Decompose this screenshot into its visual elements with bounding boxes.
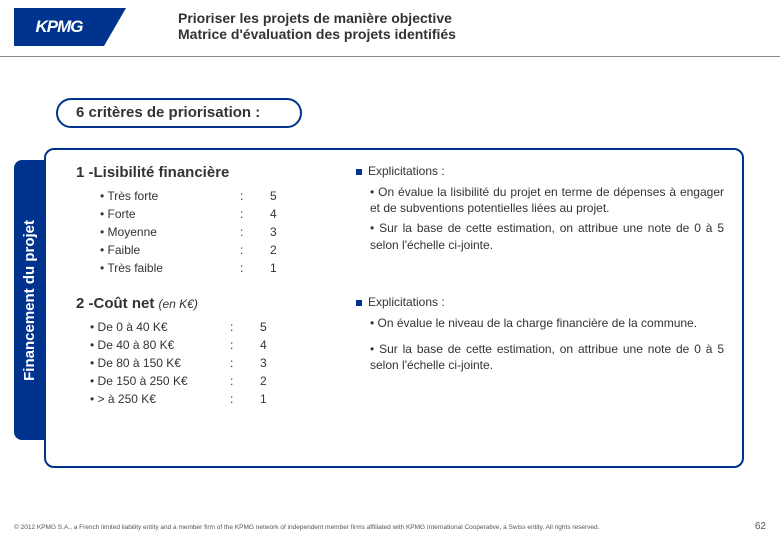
bullet-icon: [356, 169, 362, 175]
copyright: © 2012 KPMG S.A., a French limited liabi…: [14, 524, 599, 532]
scale-table-1: • Très forte:5 • Forte:4 • Moyenne:3 • F…: [76, 187, 336, 277]
explication-line: • On évalue la lisibilité du projet en t…: [370, 184, 724, 216]
logo: KPMG: [14, 8, 104, 46]
vertical-tab: Financement du projet: [14, 160, 44, 440]
section-1-title: 1 -Lisibilité financière: [76, 164, 336, 181]
title-line-1: Prioriser les projets de manière objecti…: [178, 10, 456, 26]
logo-text: KPMG: [36, 17, 83, 37]
vertical-tab-label: Financement du projet: [21, 220, 38, 381]
scale-row: • De 40 à 80 K€:4: [90, 336, 336, 354]
explication-line: • Sur la base de cette estimation, on at…: [370, 220, 724, 252]
scale-row: • De 80 à 150 K€:3: [90, 354, 336, 372]
bullet-icon: [356, 300, 362, 306]
scale-row: • De 150 à 250 K€:2: [90, 372, 336, 390]
main-panel: 1 -Lisibilité financière • Très forte:5 …: [44, 148, 744, 468]
explication-line: • Sur la base de cette estimation, on at…: [370, 341, 724, 373]
section-1: 1 -Lisibilité financière • Très forte:5 …: [76, 164, 724, 277]
footer: © 2012 KPMG S.A., a French limited liabi…: [14, 521, 766, 532]
scale-row: • Faible:2: [100, 241, 336, 259]
explication-body: • On évalue la lisibilité du projet en t…: [356, 184, 724, 253]
scale-row: • Très faible:1: [100, 259, 336, 277]
logo-accent: [104, 8, 126, 46]
criteria-pill: 6 critères de priorisation :: [56, 98, 302, 128]
section-1-left: 1 -Lisibilité financière • Très forte:5 …: [76, 164, 336, 277]
scale-table-2: • De 0 à 40 K€:5 • De 40 à 80 K€:4 • De …: [76, 318, 336, 408]
page-number: 62: [755, 521, 766, 532]
section-1-explication: Explicitations : • On évalue la lisibili…: [356, 164, 724, 277]
section-2-left: 2 -Coût net (en K€) • De 0 à 40 K€:5 • D…: [76, 295, 336, 408]
section-2-explication: Explicitations : • On évalue le niveau d…: [356, 295, 724, 408]
header-divider: [0, 56, 780, 57]
section-2-title: 2 -Coût net (en K€): [76, 295, 336, 312]
section-2: 2 -Coût net (en K€) • De 0 à 40 K€:5 • D…: [76, 295, 724, 408]
scale-row: • Moyenne:3: [100, 223, 336, 241]
title-line-2: Matrice d'évaluation des projets identif…: [178, 26, 456, 42]
header-titles: Prioriser les projets de manière objecti…: [178, 10, 456, 42]
scale-row: • > à 250 K€:1: [90, 390, 336, 408]
explication-heading: Explicitations :: [356, 295, 724, 309]
scale-row: • Très forte:5: [100, 187, 336, 205]
scale-row: • De 0 à 40 K€:5: [90, 318, 336, 336]
scale-row: • Forte:4: [100, 205, 336, 223]
pill-text: 6 critères de priorisation :: [76, 104, 260, 121]
header: KPMG Prioriser les projets de manière ob…: [0, 0, 780, 58]
explication-line: • On évalue le niveau de la charge finan…: [370, 315, 724, 331]
explication-heading: Explicitations :: [356, 164, 724, 178]
explication-body: • On évalue le niveau de la charge finan…: [356, 315, 724, 374]
